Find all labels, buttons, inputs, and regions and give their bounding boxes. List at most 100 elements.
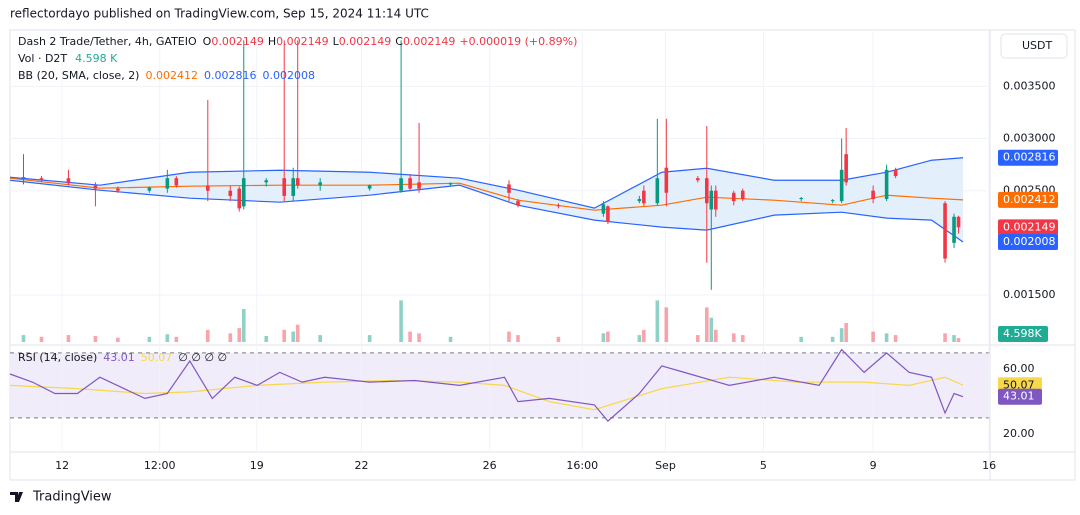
volume-bar xyxy=(408,331,412,342)
rsi-value-text: 50.07 xyxy=(1003,378,1035,391)
ohlc-val: 0.002149 xyxy=(339,35,392,48)
price-label-bg xyxy=(998,219,1058,236)
candle-body xyxy=(448,183,453,185)
candle-body xyxy=(799,198,803,200)
candle-body xyxy=(228,190,233,196)
legend-rsi: RSI (14, close) 43.01 50.07 ∅ ∅ ∅ ∅ xyxy=(18,351,227,364)
rsi-value-bg xyxy=(998,388,1042,405)
volume-bar xyxy=(839,328,844,342)
rsi-line xyxy=(9,376,964,411)
price-label: 0.002149 xyxy=(998,219,1058,236)
candle-body xyxy=(664,167,669,193)
volume-bar xyxy=(165,334,170,342)
candle-body xyxy=(165,178,170,189)
candle-body xyxy=(606,206,610,222)
y-tick-label: 60.00 xyxy=(1003,362,1035,375)
currency-button[interactable] xyxy=(1000,33,1068,59)
legend-bb: BB (20, SMA, close, 2) 0.002412 0.002816 0.… xyxy=(18,69,315,82)
volume-bar xyxy=(448,336,453,342)
rsi-value: 43.01 xyxy=(103,351,135,364)
candle-body xyxy=(731,192,736,202)
volume-label: 4.598K xyxy=(1003,327,1042,340)
volume-bar xyxy=(516,335,520,342)
volume-label-bg xyxy=(998,326,1048,342)
candle-body xyxy=(952,216,956,243)
volume-bar xyxy=(637,335,642,342)
volume-bar xyxy=(241,309,246,342)
legend-vol: Vol · D2T 4.598 K xyxy=(18,52,118,65)
volume-bar xyxy=(507,331,511,342)
volume-bar xyxy=(695,335,700,342)
volume-bar xyxy=(116,337,120,342)
volume-bar xyxy=(66,335,71,342)
x-tick-label: 16 xyxy=(982,459,996,472)
price-label-bg xyxy=(998,191,1058,208)
vol-value: 4.598 K xyxy=(75,52,118,65)
volume-bar xyxy=(174,336,179,342)
candle-body xyxy=(507,184,511,193)
volume-bar xyxy=(417,333,421,342)
x-tick-label: 5 xyxy=(760,459,767,472)
bb-value: 0.002412 xyxy=(145,69,198,82)
volume-bar xyxy=(655,300,660,342)
x-tick-label: 19 xyxy=(250,459,264,472)
volume-bar xyxy=(740,335,745,342)
x-tick-label: 22 xyxy=(355,459,369,472)
ohlc-key: C xyxy=(395,35,403,48)
volume-bar xyxy=(713,329,718,342)
candle-body xyxy=(264,180,269,183)
rsi-value-label: 43.01 xyxy=(998,388,1042,405)
y-tick-label: 0.003500 xyxy=(1003,79,1056,92)
volume-bar xyxy=(884,333,889,342)
x-tick-label: 12 xyxy=(55,459,69,472)
volume-bar xyxy=(39,336,44,342)
band-line xyxy=(9,157,964,209)
brand-logo xyxy=(10,492,23,502)
candle-body xyxy=(93,185,98,189)
candle-body xyxy=(740,190,745,200)
candle-body xyxy=(39,178,44,181)
volume-bar xyxy=(601,333,606,342)
candle-body xyxy=(291,178,296,196)
candle-body xyxy=(884,169,889,200)
candle-body xyxy=(642,190,646,204)
price-label-bg xyxy=(998,149,1058,166)
volume-bar xyxy=(399,300,403,342)
volume-bar xyxy=(893,335,898,342)
publisher: reflectordayo published on TradingView.c… xyxy=(10,7,429,21)
rsi-value-text: 43.01 xyxy=(1003,390,1035,403)
bb-value: 0.002816 xyxy=(204,69,257,82)
volume-bar xyxy=(237,328,242,342)
rsi-name: RSI (14, close) xyxy=(18,351,97,364)
x-tick-label: 9 xyxy=(870,459,877,472)
volume-bar xyxy=(731,333,736,342)
ohlc-key: O xyxy=(203,35,212,48)
candle-body xyxy=(318,182,322,186)
volume-bar xyxy=(93,335,98,342)
candle-body xyxy=(399,178,403,191)
y-tick-label: 0.003000 xyxy=(1003,132,1056,145)
candle-body xyxy=(241,178,246,207)
candle-body xyxy=(704,178,709,204)
volume-bar xyxy=(943,333,947,342)
price-label-text: 0.002008 xyxy=(1003,235,1056,248)
volume-bar xyxy=(956,338,961,342)
legend-symbol: Dash 2 Trade/Tether, 4h, GATEIO O0.002149… xyxy=(18,35,577,48)
candle-body xyxy=(66,178,71,184)
volume-bar xyxy=(704,307,709,342)
volume-bar xyxy=(291,331,296,342)
candle-body xyxy=(713,190,718,210)
volume-bar xyxy=(799,336,803,342)
volume-bar xyxy=(664,307,669,342)
candle-body xyxy=(839,169,844,202)
volume-bar xyxy=(147,336,152,342)
volume-bar xyxy=(318,335,322,342)
volume-bar xyxy=(556,336,561,342)
candle-body xyxy=(844,154,848,183)
volume-bar xyxy=(709,317,714,342)
currency[interactable]: USDT xyxy=(1022,39,1053,52)
volume-bar xyxy=(871,331,875,342)
brand: TradingView xyxy=(10,490,112,505)
price-label-bg xyxy=(998,234,1058,251)
candle-body xyxy=(516,201,520,206)
